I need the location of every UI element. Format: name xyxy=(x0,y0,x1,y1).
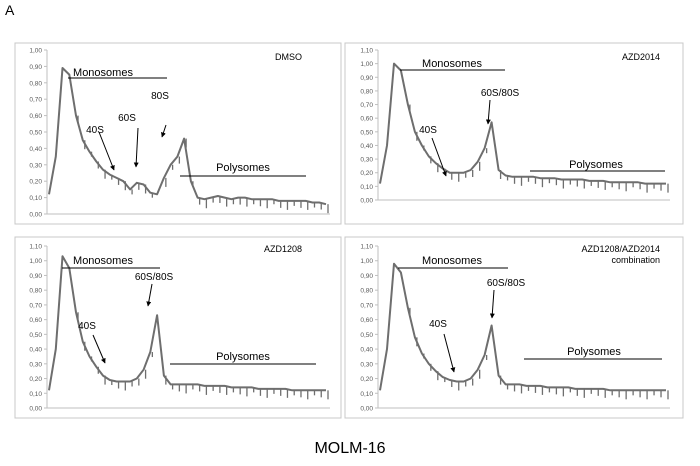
y-tick-label: 0,10 xyxy=(29,391,42,398)
y-tick-label: 0,60 xyxy=(29,113,42,120)
y-tick-label: 0,80 xyxy=(360,88,373,95)
y-tick-label: 0,50 xyxy=(360,332,373,339)
y-tick-label: 0,00 xyxy=(360,406,373,413)
y-tick-label: 0,00 xyxy=(29,212,42,219)
peak-arrow xyxy=(133,127,139,168)
absorbance-profile xyxy=(48,67,327,206)
polysomes-label: Polysomes xyxy=(569,159,623,171)
monosomes-label: Monosomes xyxy=(73,255,133,267)
peak-label: 40S xyxy=(78,321,96,332)
polysomes-label: Polysomes xyxy=(567,346,621,358)
y-tick-label: 0,00 xyxy=(29,406,42,413)
y-tick-label: 0,80 xyxy=(360,288,373,295)
polysomes-label: Polysomes xyxy=(216,351,270,363)
peak-arrow xyxy=(443,333,456,373)
y-tick-label: 1,10 xyxy=(29,244,42,251)
chart-title: AZD1208 xyxy=(264,244,302,254)
y-tick-label: 0,60 xyxy=(29,317,42,324)
absorbance-profile xyxy=(48,255,326,392)
peak-arrow xyxy=(92,334,106,364)
y-tick-label: 0,30 xyxy=(29,361,42,368)
peak-arrow xyxy=(146,283,153,307)
y-tick-label: 0,90 xyxy=(29,273,42,280)
y-tick-label: 0,90 xyxy=(360,273,373,280)
y-tick-label: 0,30 xyxy=(360,157,373,164)
chart-frame xyxy=(14,42,342,225)
monosomes-label: Monosomes xyxy=(73,67,133,79)
monosomes-label: Monosomes xyxy=(422,58,482,70)
y-tick-label: 0,60 xyxy=(360,317,373,324)
y-tick-label: 0,10 xyxy=(360,391,373,398)
peak-label: 60S xyxy=(118,113,136,124)
chart-title: AZD1208/AZD2014 xyxy=(581,244,660,254)
peak-label: 60S/80S xyxy=(481,88,520,99)
y-tick-label: 0,20 xyxy=(29,179,42,186)
y-tick-label: 0,10 xyxy=(29,195,42,202)
y-tick-label: 0,00 xyxy=(360,198,373,205)
y-tick-label: 0,40 xyxy=(360,143,373,150)
figure-caption: MOLM-16 xyxy=(314,440,386,457)
polysomes-label: Polysomes xyxy=(216,162,270,174)
y-tick-label: 0,30 xyxy=(29,162,42,169)
peak-label: 40S xyxy=(429,319,447,330)
chart-title: combination xyxy=(611,255,660,265)
y-tick-label: 0,80 xyxy=(29,288,42,295)
y-tick-label: 0,50 xyxy=(29,130,42,137)
panel-letter: A xyxy=(5,2,15,18)
chart-panel-3: 0,00 0,10 0,20 0,30 0,40 0,50 0,60 0,70 0,80 0,90… xyxy=(14,236,342,419)
y-tick-label: 0,70 xyxy=(360,302,373,309)
chart-panel-4: 0,00 0,10 0,20 0,30 0,40 0,50 0,60 0,70 0,80 0,90… xyxy=(344,236,684,419)
peak-arrow xyxy=(161,124,167,138)
y-tick-label: 0,60 xyxy=(360,116,373,123)
y-tick-label: 1,00 xyxy=(360,61,373,68)
chart-frame xyxy=(344,42,684,225)
chart-panel-1: 0,00 0,10 0,20 0,30 0,40 0,50 0,60 0,70 0,80 0,90… xyxy=(14,42,342,225)
y-tick-label: 0,20 xyxy=(360,170,373,177)
y-tick-label: 1,00 xyxy=(29,258,42,265)
y-tick-label: 0,20 xyxy=(360,376,373,383)
y-tick-label: 0,40 xyxy=(29,347,42,354)
peak-label: 60S/80S xyxy=(135,272,174,283)
monosomes-label: Monosomes xyxy=(422,255,482,267)
peak-label: 40S xyxy=(86,125,104,136)
y-tick-label: 1,00 xyxy=(29,48,42,55)
y-tick-label: 0,70 xyxy=(29,97,42,104)
y-tick-label: 0,70 xyxy=(29,302,42,309)
y-tick-label: 1,10 xyxy=(360,244,373,251)
y-tick-label: 0,20 xyxy=(29,376,42,383)
y-tick-label: 1,10 xyxy=(360,48,373,55)
chart-title: DMSO xyxy=(275,52,302,62)
absorbance-profile xyxy=(379,62,666,185)
y-tick-label: 0,50 xyxy=(29,332,42,339)
y-tick-label: 0,30 xyxy=(360,361,373,368)
y-tick-label: 0,90 xyxy=(360,75,373,82)
peak-arrow xyxy=(489,289,495,319)
peak-label: 40S xyxy=(419,125,437,136)
y-tick-label: 0,40 xyxy=(29,146,42,153)
peak-arrow xyxy=(485,99,491,125)
chart-title: AZD2014 xyxy=(622,52,660,62)
y-tick-label: 0,50 xyxy=(360,129,373,136)
chart-panel-2: 0,00 0,10 0,20 0,30 0,40 0,50 0,60 0,70 0,80 0,90… xyxy=(344,42,684,225)
y-tick-label: 0,10 xyxy=(360,184,373,191)
peak-arrow xyxy=(431,137,447,177)
peak-arrow xyxy=(98,131,115,171)
peak-label: 60S/80S xyxy=(487,278,526,289)
absorbance-profile xyxy=(379,262,666,392)
y-tick-label: 0,90 xyxy=(29,64,42,71)
y-tick-label: 1,00 xyxy=(360,258,373,265)
y-tick-label: 0,80 xyxy=(29,80,42,87)
peak-label: 80S xyxy=(151,91,169,102)
y-tick-label: 0,40 xyxy=(360,347,373,354)
y-tick-label: 0,70 xyxy=(360,102,373,109)
